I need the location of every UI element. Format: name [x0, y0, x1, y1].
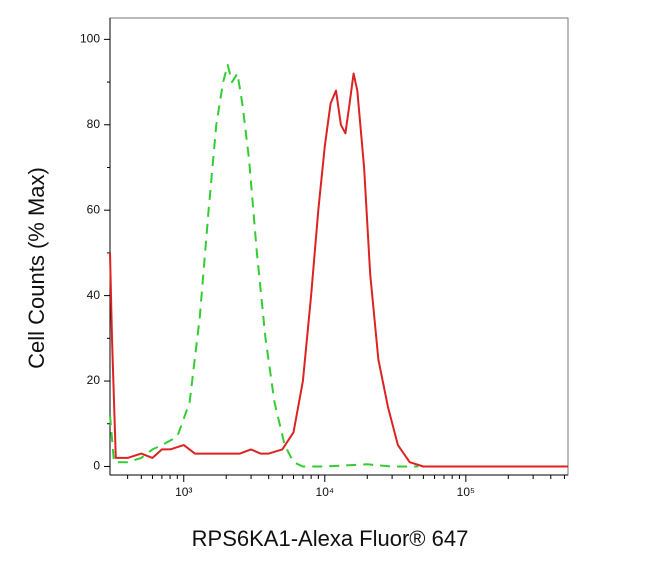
y-tick-label: 60	[87, 202, 101, 216]
y-tick-label: 0	[93, 459, 100, 473]
x-tick-label: 10³	[175, 485, 192, 499]
y-tick-label: 100	[80, 32, 100, 46]
y-tick-label: 80	[87, 117, 101, 131]
histogram-line	[109, 72, 568, 468]
plot-frame	[109, 17, 569, 476]
x-axis-title: RPS6KA1-Alexa Fluor® 647	[192, 526, 469, 551]
y-tick-label: 40	[87, 288, 101, 302]
x-tick-label: 10⁵	[457, 485, 475, 499]
x-tick-label: 10⁴	[316, 485, 335, 499]
y-tick-label: 20	[87, 373, 101, 387]
y-axis-title: Cell Counts (% Max)	[24, 167, 49, 369]
histogram-line	[109, 64, 419, 468]
